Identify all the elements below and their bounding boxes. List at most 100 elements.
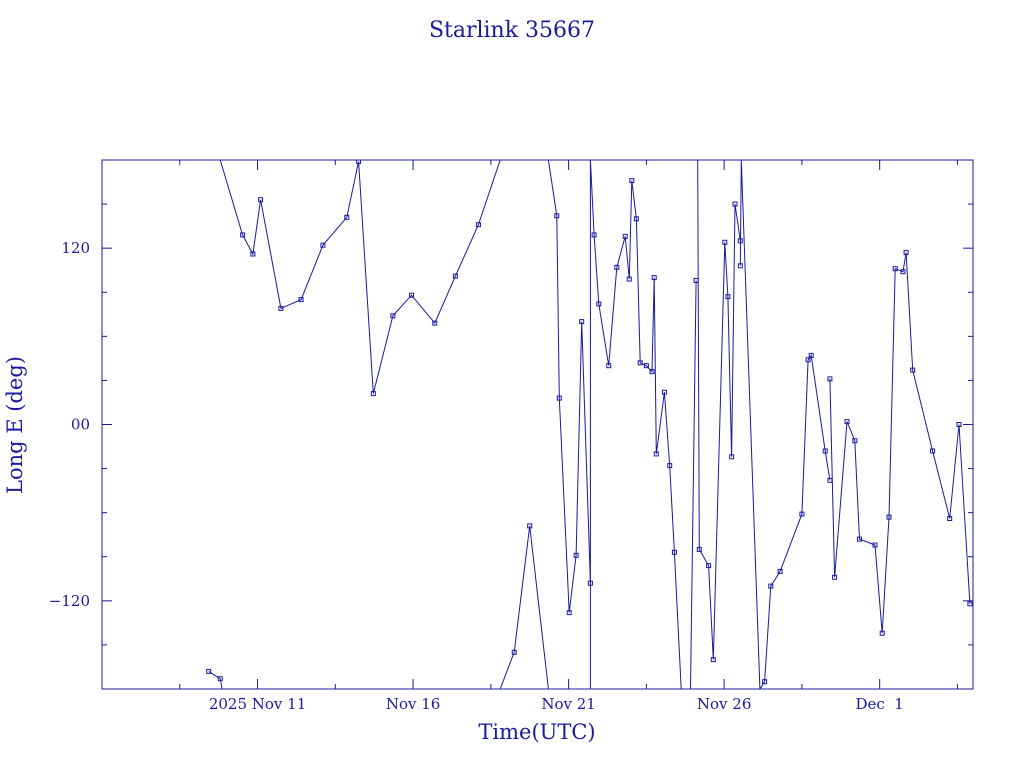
data-point — [614, 264, 620, 270]
x-tick-label: Nov 26 — [697, 695, 752, 713]
data-point — [591, 232, 597, 238]
x-tick-label: Nov 21 — [541, 695, 596, 713]
series-line — [589, 160, 697, 689]
data-point — [722, 239, 728, 245]
data-point — [320, 242, 326, 248]
data-point — [475, 222, 481, 228]
data-point — [643, 363, 649, 369]
data-point — [900, 269, 906, 275]
data-point — [626, 276, 632, 282]
series-segment — [975, 160, 1002, 344]
series-line — [829, 252, 960, 634]
y-tick-label: 120 — [61, 239, 90, 257]
series-segment — [206, 668, 223, 689]
series-line — [975, 160, 1000, 342]
data-point — [298, 297, 304, 303]
data-point — [857, 536, 862, 542]
series-segment — [696, 160, 743, 663]
data-point — [622, 233, 628, 239]
data-point — [844, 419, 850, 425]
y-tick-label: 00 — [71, 416, 90, 434]
plot-frame — [101, 159, 974, 690]
axis-ticks — [101, 160, 973, 689]
series-line — [547, 160, 591, 613]
data-point — [947, 516, 953, 521]
data-point — [370, 391, 376, 397]
data-point — [452, 273, 458, 279]
data-point — [240, 232, 246, 238]
y-axis-label: Long E (deg) — [3, 356, 27, 494]
series-line — [696, 160, 741, 660]
data-point — [930, 448, 936, 454]
data-point — [250, 251, 256, 257]
data-point — [879, 630, 885, 636]
data-point — [872, 542, 878, 548]
data-point — [629, 178, 635, 184]
data-point — [696, 546, 702, 552]
series-segment — [589, 160, 699, 689]
chart-title: Starlink 35667 — [429, 18, 595, 43]
data-point — [432, 320, 438, 326]
data-point — [606, 363, 612, 369]
series-segment — [737, 160, 833, 689]
data-point — [985, 259, 989, 263]
data-point — [732, 201, 738, 207]
data-point — [566, 610, 572, 616]
data-point — [799, 511, 805, 517]
data-point — [762, 679, 768, 685]
x-tick-label: 2025 Nov 11 — [209, 695, 306, 713]
data-point — [579, 319, 585, 325]
data-point — [653, 451, 659, 457]
series-line — [208, 670, 223, 689]
data-point — [217, 676, 223, 682]
data-point — [637, 360, 643, 366]
y-tick-label: −120 — [49, 592, 90, 610]
series-line — [219, 160, 501, 394]
x-axis-label: Time(UTC) — [478, 720, 595, 744]
data-point — [997, 255, 1001, 259]
data-point — [390, 313, 396, 319]
tick-labels: 2025 Nov 11 Nov 16 Nov 21 Nov 26 Dec 1 120 00 −… — [49, 239, 904, 713]
series-segment — [499, 523, 549, 689]
data-point — [995, 340, 999, 344]
data-point — [852, 438, 858, 444]
series-line — [958, 424, 971, 604]
data-point — [737, 263, 743, 269]
series-segment — [547, 160, 593, 616]
data-point — [258, 197, 264, 203]
series-segment — [956, 422, 973, 607]
data-point — [832, 574, 838, 580]
data-point — [886, 514, 892, 520]
data-point — [808, 352, 814, 358]
data-point — [710, 657, 716, 663]
data-point — [822, 448, 828, 454]
series-layer — [206, 160, 1002, 689]
data-point — [527, 523, 533, 529]
data-point — [633, 216, 639, 222]
x-tick-label: Dec 1 — [855, 695, 903, 713]
data-point — [979, 192, 983, 196]
data-point — [892, 266, 898, 272]
data-point — [768, 583, 774, 589]
series-line — [739, 160, 831, 689]
data-point — [556, 395, 562, 401]
data-point — [729, 454, 735, 460]
data-point — [671, 549, 677, 555]
data-point — [206, 668, 212, 674]
data-point — [278, 305, 284, 311]
data-point — [649, 369, 655, 375]
data-point — [706, 563, 712, 569]
data-point — [725, 294, 731, 300]
data-point — [554, 213, 560, 219]
data-point — [805, 357, 811, 363]
data-point — [993, 264, 997, 268]
data-point — [511, 649, 517, 655]
data-point — [661, 389, 667, 395]
series-segment — [219, 160, 501, 397]
data-point — [409, 292, 414, 298]
data-point — [777, 568, 783, 574]
data-point — [667, 463, 673, 469]
data-point — [596, 301, 602, 307]
data-point — [956, 422, 962, 427]
